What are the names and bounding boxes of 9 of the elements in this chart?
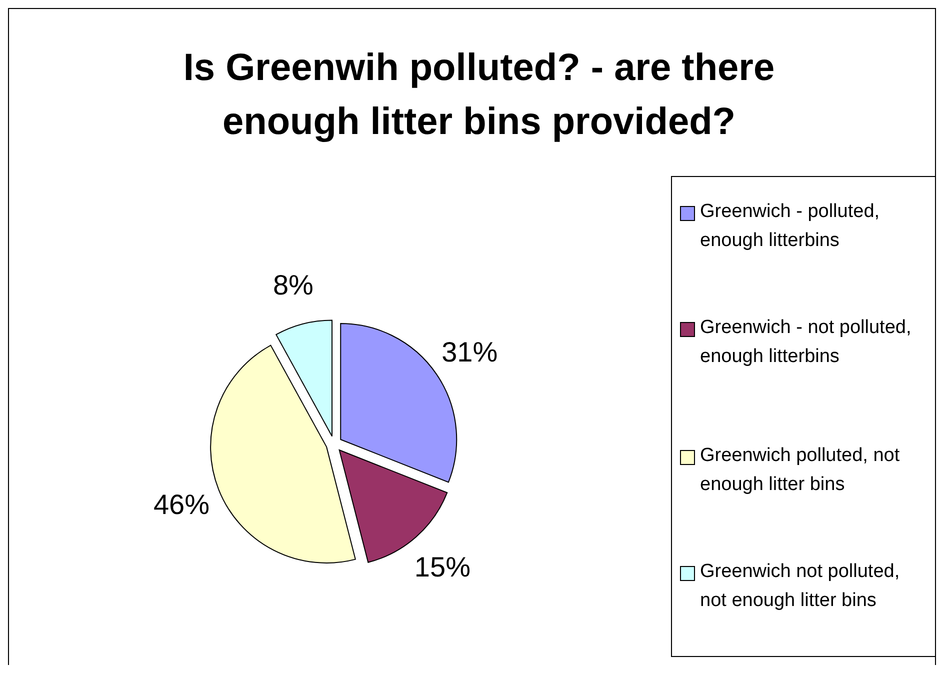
legend-label: Greenwich polluted, not enough litter bins — [700, 444, 901, 497]
legend-label: Greenwich - polluted, enough litterbins — [700, 200, 881, 253]
legend-label: Greenwich - not polluted, enough litterbins — [700, 316, 912, 369]
data-label: 31% — [442, 336, 498, 368]
data-label: 15% — [414, 552, 470, 583]
legend-label: Greenwich not polluted, not enough litter bins — [700, 560, 901, 613]
data-label: 8% — [272, 270, 314, 301]
chart-title: Is Greenwih polluted? - are there enough litter bins provided? — [182, 46, 776, 145]
data-label: 46% — [153, 488, 210, 520]
